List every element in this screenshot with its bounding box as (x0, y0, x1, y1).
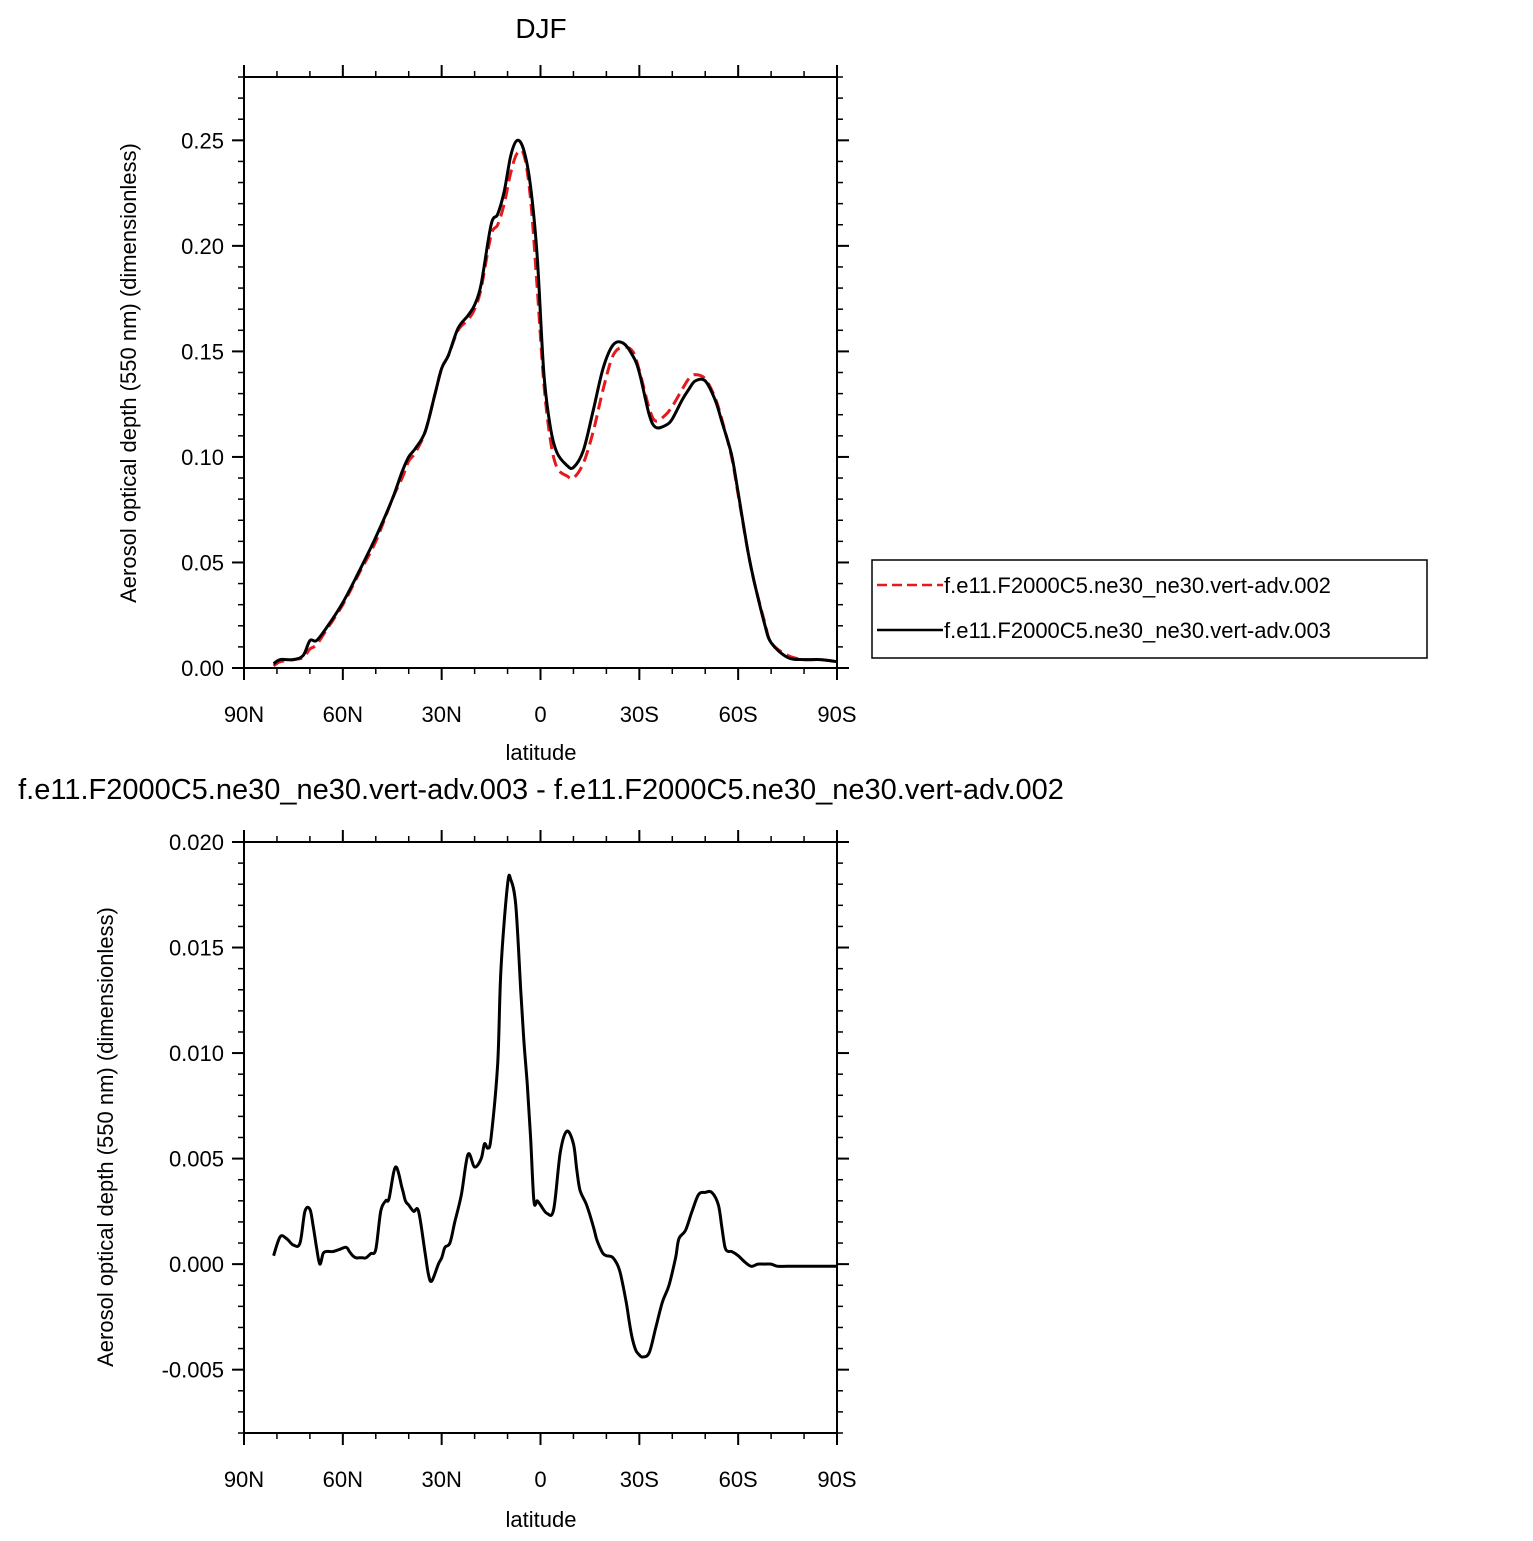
top-chart-title: DJF (515, 13, 566, 44)
bottom-y-tick-label: -0.005 (162, 1358, 224, 1383)
bottom-y-tick-label: 0.020 (169, 830, 224, 855)
bottom-x-tick-label: 30S (620, 1467, 659, 1492)
top-y-tick-label: 0.25 (181, 128, 224, 153)
top-panel: DJF Aerosol optical depth (550 nm) (dime… (116, 13, 857, 765)
bottom-series-line-1 (272, 873, 837, 1359)
bottom-x-tick-label: 30N (421, 1467, 461, 1492)
top-plot-frame (243, 76, 838, 669)
top-series-group (272, 138, 838, 668)
top-y-tick-label: 0.00 (181, 656, 224, 681)
top-series-line-2 (272, 138, 838, 666)
bottom-series-group (272, 873, 837, 1359)
bottom-panel: f.e11.F2000C5.ne30_ne30.vert-adv.003 - f… (18, 774, 1064, 1532)
top-x-axis-label: latitude (506, 740, 577, 765)
bottom-y-axis-label: Aerosol optical depth (550 nm) (dimensio… (93, 907, 118, 1367)
bottom-plot-frame (243, 841, 838, 1434)
top-series-line-1 (272, 148, 838, 668)
top-x-tick-label: 60S (719, 702, 758, 727)
legend-label-run-003: f.e11.F2000C5.ne30_ne30.vert-adv.003 (944, 618, 1331, 643)
top-y-tick-label: 0.15 (181, 339, 224, 364)
bottom-y-tick-label: 0.000 (169, 1252, 224, 1277)
bottom-x-axis-label: latitude (506, 1507, 577, 1532)
legend: f.e11.F2000C5.ne30_ne30.vert-adv.002 f.e… (871, 559, 1428, 659)
bottom-x-tick-label: 90S (817, 1467, 856, 1492)
bottom-y-tick-label: 0.015 (169, 936, 224, 961)
top-x-tick-label: 90N (224, 702, 264, 727)
top-axes: 0.00 0.05 0.10 0.15 0.20 0.25 90N 60N 30N 0 30S 60S… (181, 65, 857, 727)
bottom-x-tick-label: 60N (323, 1467, 363, 1492)
top-x-tick-label: 0 (534, 702, 546, 727)
top-x-tick-label: 90S (817, 702, 856, 727)
bottom-axes: -0.005 0.000 0.005 0.010 0.015 0.020 90N 60N 30N… (162, 830, 857, 1492)
legend-label-run-002: f.e11.F2000C5.ne30_ne30.vert-adv.002 (944, 573, 1331, 598)
top-x-tick-label: 30N (421, 702, 461, 727)
top-y-tick-label: 0.05 (181, 550, 224, 575)
top-x-tick-label: 30S (620, 702, 659, 727)
top-y-axis-label: Aerosol optical depth (550 nm) (dimensio… (116, 143, 141, 603)
bottom-y-tick-label: 0.005 (169, 1147, 224, 1172)
bottom-x-tick-label: 0 (534, 1467, 546, 1492)
bottom-x-tick-label: 90N (224, 1467, 264, 1492)
bottom-chart-title: f.e11.F2000C5.ne30_ne30.vert-adv.003 - f… (18, 774, 1064, 806)
top-y-tick-label: 0.20 (181, 234, 224, 259)
top-y-tick-label: 0.10 (181, 445, 224, 470)
bottom-x-tick-label: 60S (719, 1467, 758, 1492)
legend-box (871, 559, 1428, 659)
top-x-tick-label: 60N (323, 702, 363, 727)
bottom-y-tick-label: 0.010 (169, 1041, 224, 1066)
